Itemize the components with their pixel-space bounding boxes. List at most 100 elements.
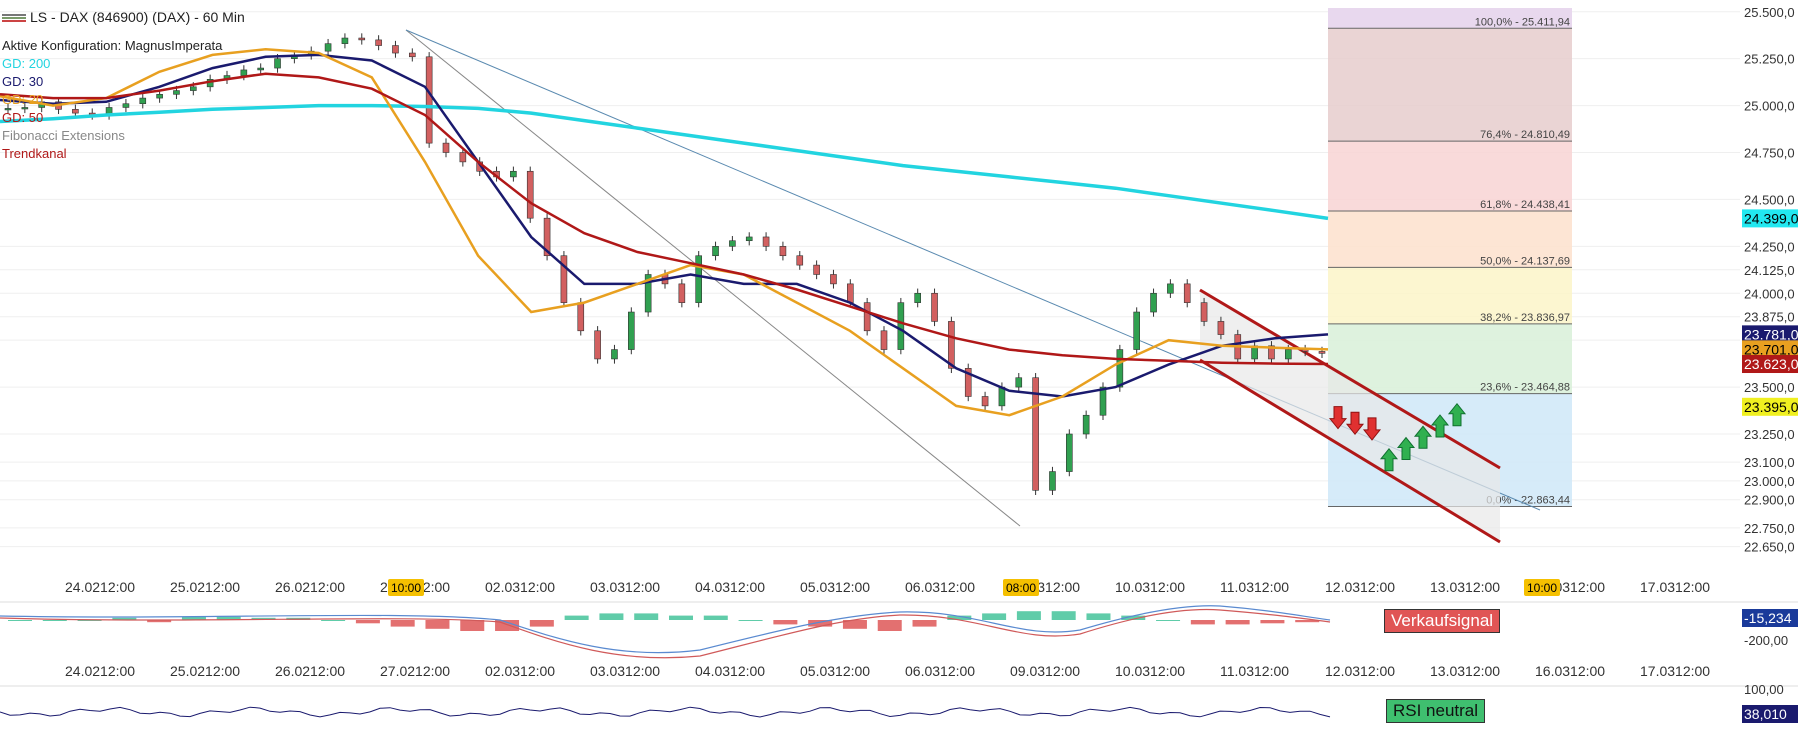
buy-signal-arrow[interactable]: [1396, 436, 1416, 461]
candle[interactable]: [1268, 345, 1275, 360]
time-tick-label: 03.0312:00: [590, 663, 660, 679]
candle[interactable]: [442, 142, 450, 153]
fib-level-label: 50,0% - 24.137,69: [1480, 255, 1570, 267]
candle[interactable]: [729, 240, 736, 247]
candle[interactable]: [1217, 321, 1225, 335]
candle[interactable]: [678, 283, 686, 303]
macd-histogram-bar: [877, 620, 902, 631]
macd-histogram-bar: [390, 620, 415, 627]
fib-level-label: 38,2% - 23.836,97: [1480, 312, 1570, 324]
candle[interactable]: [863, 302, 871, 332]
candle[interactable]: [847, 283, 854, 303]
price-tag: [1742, 340, 1798, 359]
candle[interactable]: [948, 321, 955, 369]
candle[interactable]: [577, 302, 585, 332]
price-tag-label: 23.395,0: [1744, 399, 1798, 415]
candle[interactable]: [139, 97, 147, 105]
candle[interactable]: [1200, 302, 1208, 322]
candle[interactable]: [324, 43, 332, 52]
macd-histogram-bar: [216, 616, 241, 620]
candle[interactable]: [341, 37, 349, 44]
candle[interactable]: [830, 274, 837, 285]
candle[interactable]: [981, 396, 989, 407]
candle[interactable]: [459, 152, 467, 163]
candle[interactable]: [1032, 377, 1039, 491]
candle[interactable]: [1285, 349, 1292, 360]
legend-item[interactable]: GD: 50: [2, 110, 44, 125]
candle[interactable]: [1183, 283, 1191, 303]
price-tick-label: 23.875,0: [1744, 310, 1795, 325]
candle[interactable]: [1099, 386, 1107, 416]
time-tick-label: 13.0312:00: [1430, 663, 1500, 679]
candle[interactable]: [190, 86, 197, 91]
sell-signal-arrow[interactable]: [1345, 411, 1365, 436]
buy-signal-arrow[interactable]: [1430, 414, 1450, 438]
candle[interactable]: [695, 255, 702, 303]
candle[interactable]: [425, 56, 433, 144]
candle[interactable]: [1116, 349, 1124, 388]
candle[interactable]: [1133, 311, 1140, 350]
candle[interactable]: [914, 292, 921, 303]
candle[interactable]: [762, 236, 770, 247]
buy-signal-arrow[interactable]: [1379, 447, 1399, 472]
candle[interactable]: [880, 330, 888, 350]
buy-signal-arrow[interactable]: [1447, 402, 1467, 427]
candle[interactable]: [122, 103, 130, 108]
candle[interactable]: [1049, 471, 1056, 491]
legend-item[interactable]: GD: 200: [2, 56, 51, 71]
candle[interactable]: [779, 246, 787, 257]
candle[interactable]: [644, 274, 652, 313]
candle[interactable]: [274, 58, 281, 69]
candle[interactable]: [897, 302, 905, 350]
candle[interactable]: [712, 246, 719, 257]
candle[interactable]: [628, 311, 635, 350]
legend-item[interactable]: Fibonacci Extensions: [2, 128, 125, 143]
candle[interactable]: [1318, 351, 1326, 354]
candle[interactable]: [1150, 292, 1157, 313]
candle[interactable]: [796, 255, 804, 266]
time-tick-label: 04.0312:00: [695, 579, 765, 595]
candle[interactable]: [1167, 283, 1174, 294]
candle[interactable]: [1082, 414, 1090, 435]
sell-signal-arrow[interactable]: [1362, 417, 1382, 441]
legend-item[interactable]: Trendkanal: [2, 146, 67, 161]
time-marker-label: 08:00: [1006, 581, 1036, 595]
legend-item[interactable]: GD: 30: [2, 74, 44, 89]
candle[interactable]: [392, 45, 399, 54]
candle[interactable]: [611, 349, 618, 360]
candle[interactable]: [931, 292, 938, 322]
legend-item[interactable]: GD: 20: [2, 92, 44, 107]
macd-histogram-bar: [1295, 620, 1320, 623]
candle[interactable]: [4, 108, 12, 111]
candle[interactable]: [813, 264, 820, 275]
candle[interactable]: [156, 94, 163, 99]
candle[interactable]: [21, 107, 29, 110]
time-tick-label: 12.0312:00: [1325, 663, 1395, 679]
candle[interactable]: [1015, 377, 1023, 388]
candle[interactable]: [358, 37, 366, 41]
candle[interactable]: [375, 39, 382, 46]
trend-channel-lower: [1199, 358, 1501, 544]
time-tick-label: 24.0212:00: [65, 579, 135, 595]
candle[interactable]: [72, 109, 79, 114]
sell-signal-arrow[interactable]: [1328, 406, 1348, 430]
candle[interactable]: [594, 330, 601, 360]
price-tick-label: 24.500,0: [1744, 192, 1795, 207]
time-tick-label: 09.0312:00: [1010, 663, 1080, 679]
candle[interactable]: [1066, 433, 1073, 472]
candle[interactable]: [173, 90, 180, 95]
candle[interactable]: [543, 217, 551, 257]
candle[interactable]: [257, 67, 264, 71]
candle[interactable]: [560, 255, 568, 303]
candle[interactable]: [409, 52, 416, 58]
macd-histogram-bar: [703, 615, 728, 620]
price-tick-label: 23.500,0: [1744, 380, 1795, 395]
candle[interactable]: [526, 170, 534, 219]
buy-signal-arrow[interactable]: [1413, 425, 1433, 449]
candle[interactable]: [510, 170, 517, 178]
candle[interactable]: [745, 236, 753, 242]
time-marker: [1003, 579, 1039, 596]
macd-histogram-bar: [42, 620, 67, 621]
candle[interactable]: [964, 368, 972, 397]
